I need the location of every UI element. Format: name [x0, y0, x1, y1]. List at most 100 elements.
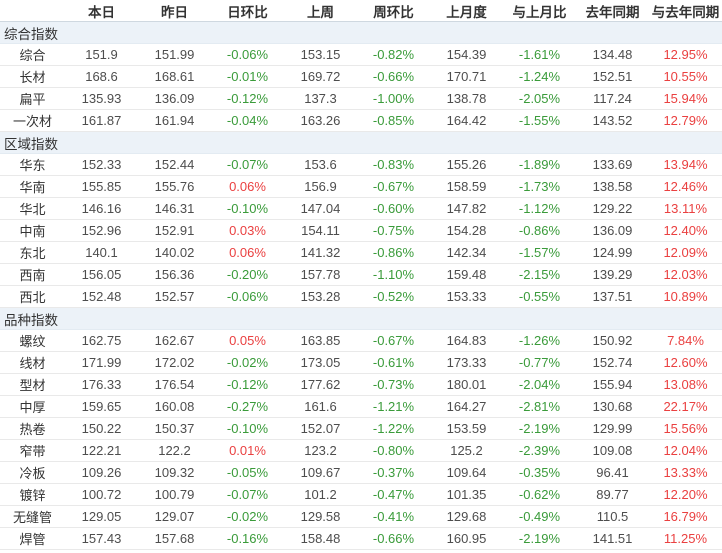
value-cell: 138.78 — [430, 87, 503, 110]
value-cell: 22.17% — [649, 395, 722, 418]
value-cell: -0.04% — [211, 109, 284, 132]
column-header: 昨日 — [138, 0, 211, 22]
value-cell: 13.08% — [649, 373, 722, 396]
value-cell: 7.84% — [649, 329, 722, 352]
group-row: 综合指数 — [0, 21, 722, 44]
value-cell: -1.21% — [357, 395, 430, 418]
value-cell: 122.2 — [138, 439, 211, 462]
value-cell: 123.2 — [284, 439, 357, 462]
value-cell: -0.52% — [357, 285, 430, 308]
value-cell: 101.2 — [284, 483, 357, 506]
value-cell: 117.24 — [576, 87, 649, 110]
value-cell: 173.05 — [284, 351, 357, 374]
value-cell: 162.67 — [138, 329, 211, 352]
table-row: 综合 151.9 151.99 -0.06% 153.15 -0.82% 154.39 -1.… — [0, 43, 722, 66]
value-cell: 153.59 — [430, 417, 503, 440]
value-cell: -0.49% — [503, 505, 576, 528]
value-cell: 171.99 — [65, 351, 138, 374]
value-cell: -0.07% — [211, 483, 284, 506]
value-cell: -2.19% — [503, 417, 576, 440]
value-cell: -0.73% — [357, 373, 430, 396]
value-cell: -1.22% — [357, 417, 430, 440]
table-header: 本日 昨日 日环比 上周 周环比 上月度 与上月比 去年同期 与去年同期 — [0, 0, 722, 22]
value-cell: 153.33 — [430, 285, 503, 308]
table-row: 热卷 150.22 150.37 -0.10% 152.07 -1.22% 153.59 -2… — [0, 417, 722, 440]
value-cell: 161.94 — [138, 109, 211, 132]
value-cell: 152.74 — [576, 351, 649, 374]
value-cell: 89.77 — [576, 483, 649, 506]
value-cell: 160.95 — [430, 527, 503, 550]
value-cell: -1.12% — [503, 197, 576, 220]
table-row: 螺纹 162.75 162.67 0.05% 163.85 -0.67% 164.83 -1.… — [0, 329, 722, 352]
table-row: 长材 168.6 168.61 -0.01% 169.72 -0.66% 170.71 -1.… — [0, 65, 722, 88]
row-label: 无缝管 — [0, 505, 65, 528]
row-label: 型材 — [0, 373, 65, 396]
row-label: 热卷 — [0, 417, 65, 440]
value-cell: 164.42 — [430, 109, 503, 132]
value-cell: 152.91 — [138, 219, 211, 242]
value-cell: 130.68 — [576, 395, 649, 418]
value-cell: 157.68 — [138, 527, 211, 550]
value-cell: 0.03% — [211, 219, 284, 242]
value-cell: 0.01% — [211, 439, 284, 462]
value-cell: 155.76 — [138, 175, 211, 198]
value-cell: 100.72 — [65, 483, 138, 506]
value-cell: -2.15% — [503, 263, 576, 286]
value-cell: 152.51 — [576, 65, 649, 88]
value-cell: 12.09% — [649, 241, 722, 264]
value-cell: 143.52 — [576, 109, 649, 132]
value-cell: -2.19% — [503, 527, 576, 550]
value-cell: -0.35% — [503, 461, 576, 484]
value-cell: 110.5 — [576, 505, 649, 528]
value-cell: 136.09 — [138, 87, 211, 110]
row-label: 镀锌 — [0, 483, 65, 506]
value-cell: -1.10% — [357, 263, 430, 286]
row-label: 华东 — [0, 153, 65, 176]
column-header: 本日 — [65, 0, 138, 22]
value-cell: 137.51 — [576, 285, 649, 308]
value-cell: 134.48 — [576, 43, 649, 66]
value-cell: 161.87 — [65, 109, 138, 132]
value-cell: 153.6 — [284, 153, 357, 176]
value-cell: 129.22 — [576, 197, 649, 220]
row-label: 冷板 — [0, 461, 65, 484]
value-cell: 159.65 — [65, 395, 138, 418]
value-cell: 168.6 — [65, 65, 138, 88]
row-label: 长材 — [0, 65, 65, 88]
table-row: 冷板 109.26 109.32 -0.05% 109.67 -0.37% 109.64 -0… — [0, 461, 722, 484]
value-cell: -1.57% — [503, 241, 576, 264]
row-label: 西南 — [0, 263, 65, 286]
value-cell: 164.27 — [430, 395, 503, 418]
value-cell: 153.28 — [284, 285, 357, 308]
value-cell: -2.05% — [503, 87, 576, 110]
value-cell: 151.9 — [65, 43, 138, 66]
value-cell: -0.01% — [211, 65, 284, 88]
value-cell: -0.62% — [503, 483, 576, 506]
table-row: 西北 152.48 152.57 -0.06% 153.28 -0.52% 153.33 -0… — [0, 285, 722, 308]
row-label-column-header — [0, 0, 65, 22]
value-cell: 180.01 — [430, 373, 503, 396]
value-cell: -1.00% — [357, 87, 430, 110]
value-cell: 12.79% — [649, 109, 722, 132]
value-cell: 129.58 — [284, 505, 357, 528]
table-row: 扁平 135.93 136.09 -0.12% 137.3 -1.00% 138.78 -2.… — [0, 87, 722, 110]
value-cell: 153.15 — [284, 43, 357, 66]
value-cell: 12.03% — [649, 263, 722, 286]
column-header: 日环比 — [211, 0, 284, 22]
value-cell: -0.67% — [357, 175, 430, 198]
value-cell: -0.10% — [211, 417, 284, 440]
value-cell: 170.71 — [430, 65, 503, 88]
value-cell: 154.11 — [284, 219, 357, 242]
value-cell: 158.59 — [430, 175, 503, 198]
value-cell: 124.99 — [576, 241, 649, 264]
table-row: 无缝管 129.05 129.07 -0.02% 129.58 -0.41% 129.68-… — [0, 505, 722, 528]
value-cell: 163.26 — [284, 109, 357, 132]
value-cell: 129.68 — [430, 505, 503, 528]
value-cell: 109.26 — [65, 461, 138, 484]
value-cell: 150.22 — [65, 417, 138, 440]
value-cell: 12.20% — [649, 483, 722, 506]
row-label: 东北 — [0, 241, 65, 264]
value-cell: 15.94% — [649, 87, 722, 110]
row-label: 华北 — [0, 197, 65, 220]
